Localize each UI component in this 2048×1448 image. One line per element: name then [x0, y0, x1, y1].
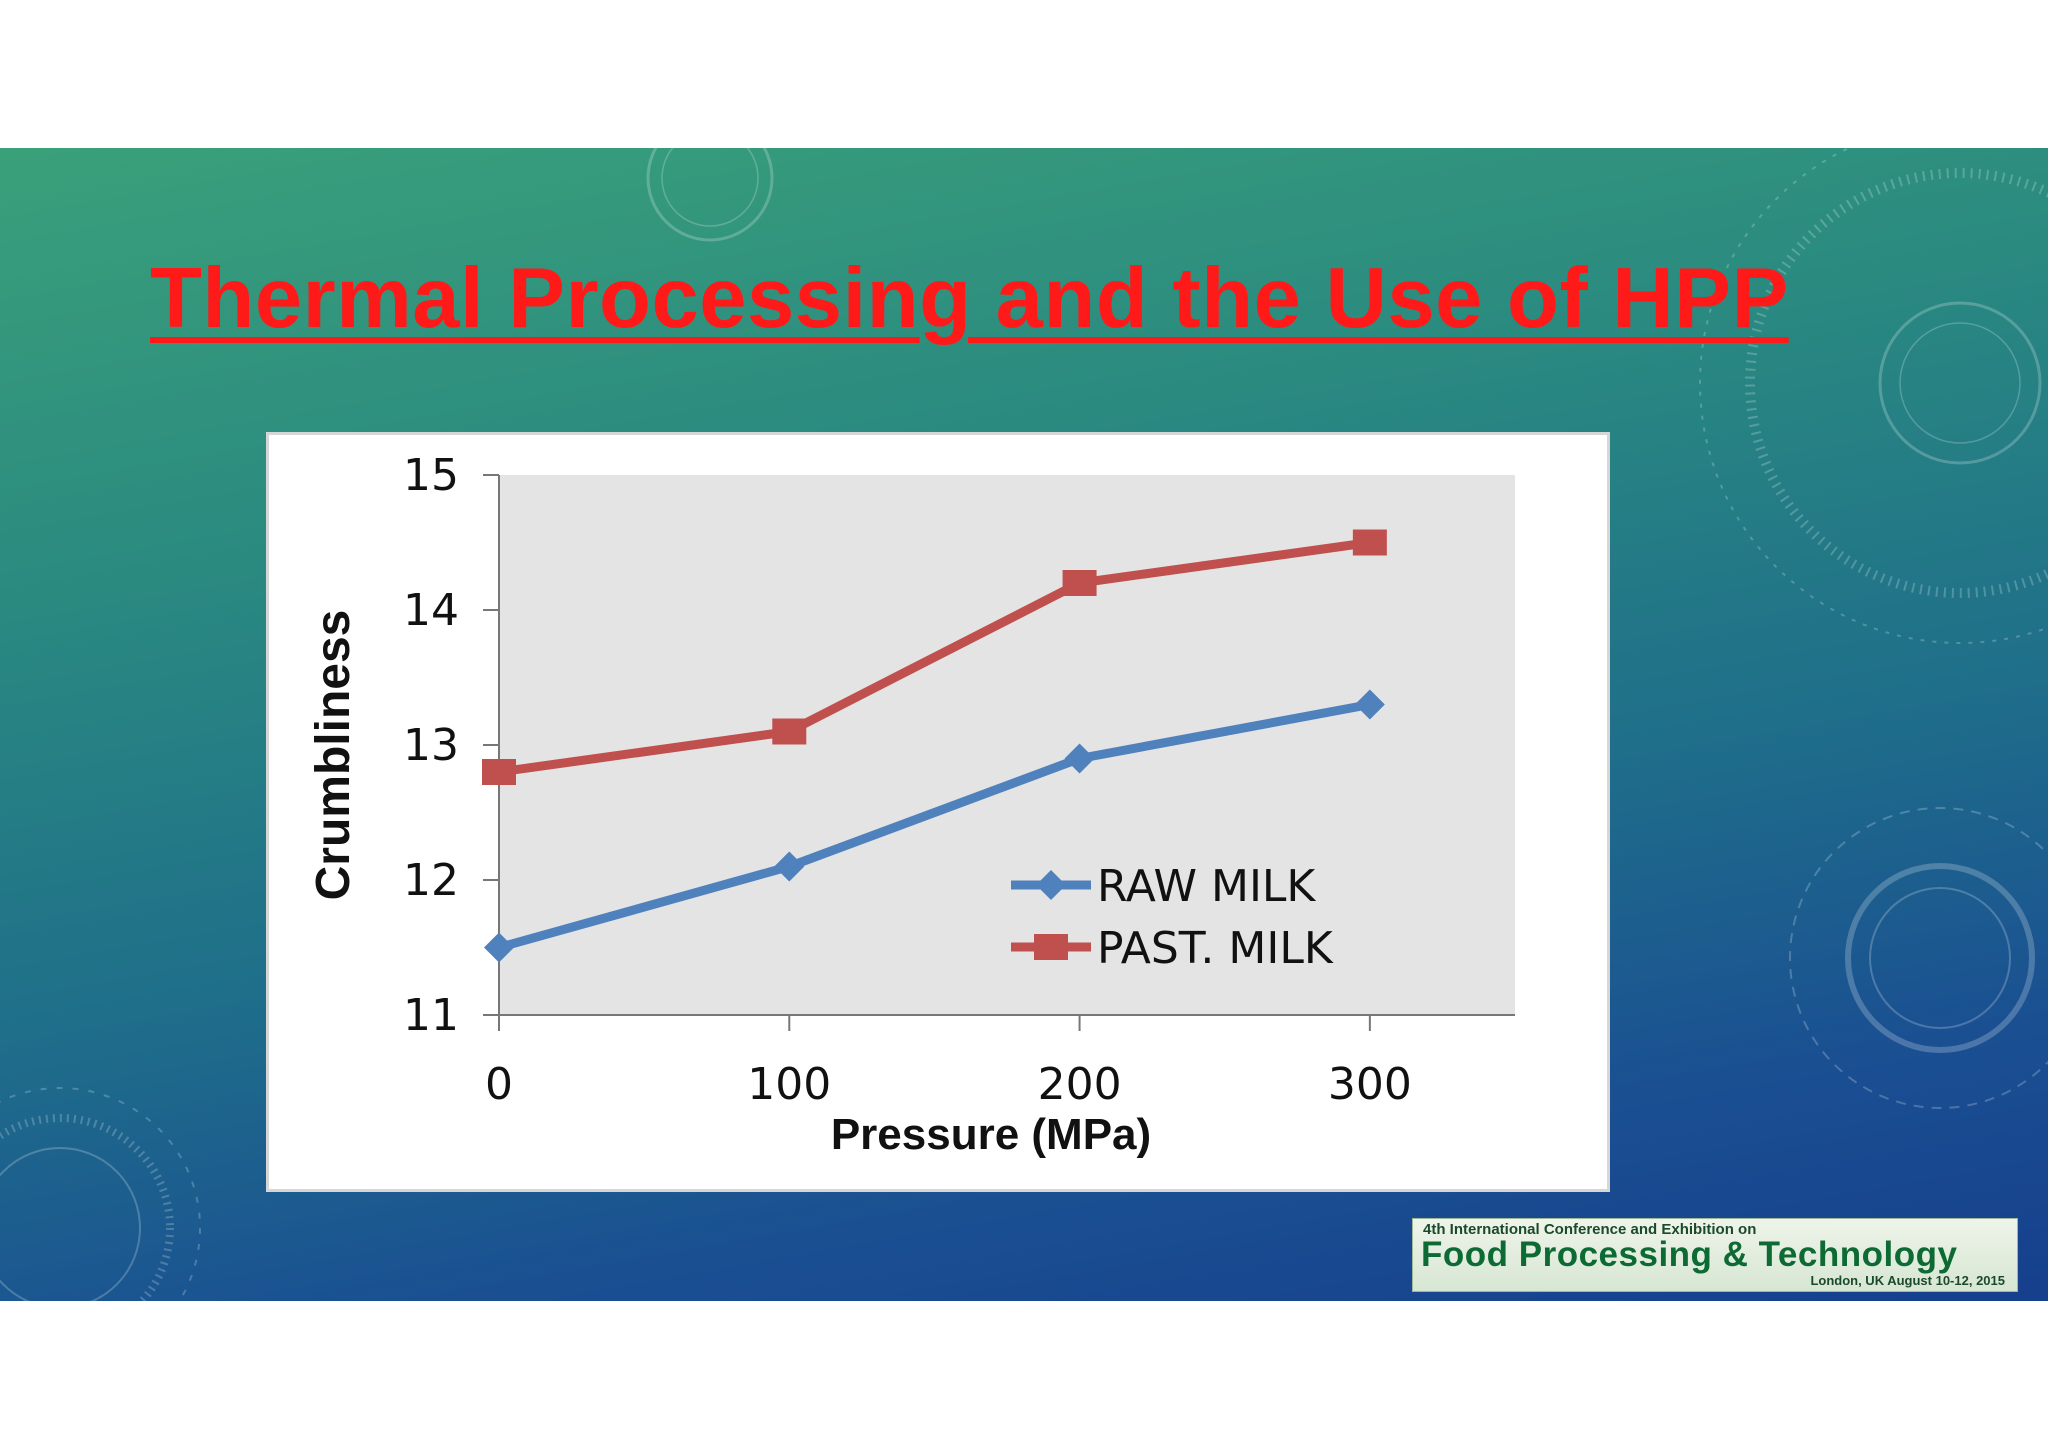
- y-tick-label: 12: [403, 855, 459, 906]
- chart-frame: 11 12 13 14 15 0 100 200 300 RAW MILK PAST. MILK …: [266, 432, 1610, 1192]
- x-tick-label: 300: [1328, 1059, 1412, 1110]
- plot-area: [499, 475, 1515, 1015]
- x-tick-label: 0: [485, 1059, 513, 1110]
- logo-title: Food Processing & Technology: [1421, 1235, 1958, 1274]
- y-axis-label: Crumbliness: [307, 610, 360, 901]
- data-point-square: [1352, 529, 1387, 556]
- y-tick-label: 15: [403, 450, 459, 501]
- logo-location-date: London, UK August 10-12, 2015: [1810, 1273, 2005, 1288]
- y-tick-label: 11: [403, 990, 459, 1041]
- decorative-circles: [0, 148, 2048, 1301]
- axes: 11 12 13 14 15 0 100 200 300: [403, 450, 1515, 1110]
- data-point-diamond: [484, 932, 514, 963]
- data-point-diamond: [774, 851, 805, 882]
- series-line: [497, 700, 1371, 952]
- slide-title: Thermal Processing and the Use of HPP: [150, 251, 1789, 346]
- x-tick-label: 200: [1038, 1059, 1122, 1110]
- data-point-square: [772, 718, 807, 745]
- legend-entry: RAW MILK: [1011, 861, 1316, 912]
- y-tick-label: 14: [403, 585, 459, 636]
- series-line: [498, 538, 1371, 777]
- data-point-diamond: [1354, 689, 1385, 720]
- slide-background: Thermal Processing and the Use of HPP 11…: [0, 148, 2048, 1301]
- legend-label: RAW MILK: [1097, 861, 1316, 912]
- x-tick-label: 100: [747, 1059, 831, 1110]
- data-point-square: [482, 759, 516, 785]
- logo-conference-name: 4th International Conference and Exhibit…: [1423, 1221, 1757, 1238]
- series-2: [482, 529, 1387, 785]
- series-1: [484, 689, 1385, 963]
- data-point-diamond: [1064, 743, 1095, 774]
- legend-entry: PAST. MILK: [1011, 923, 1334, 974]
- legend-label: PAST. MILK: [1097, 923, 1334, 974]
- data-point-square: [1062, 570, 1097, 596]
- y-tick-label: 13: [403, 720, 459, 771]
- legend-swatch-marker: [1034, 934, 1068, 960]
- series-layer: [482, 529, 1387, 963]
- conference-logo: 4th International Conference and Exhibit…: [1412, 1218, 2018, 1292]
- x-axis-label: Pressure (MPa): [831, 1110, 1151, 1159]
- legend-swatch-marker: [1036, 870, 1066, 900]
- legend: RAW MILK PAST. MILK: [1011, 861, 1334, 974]
